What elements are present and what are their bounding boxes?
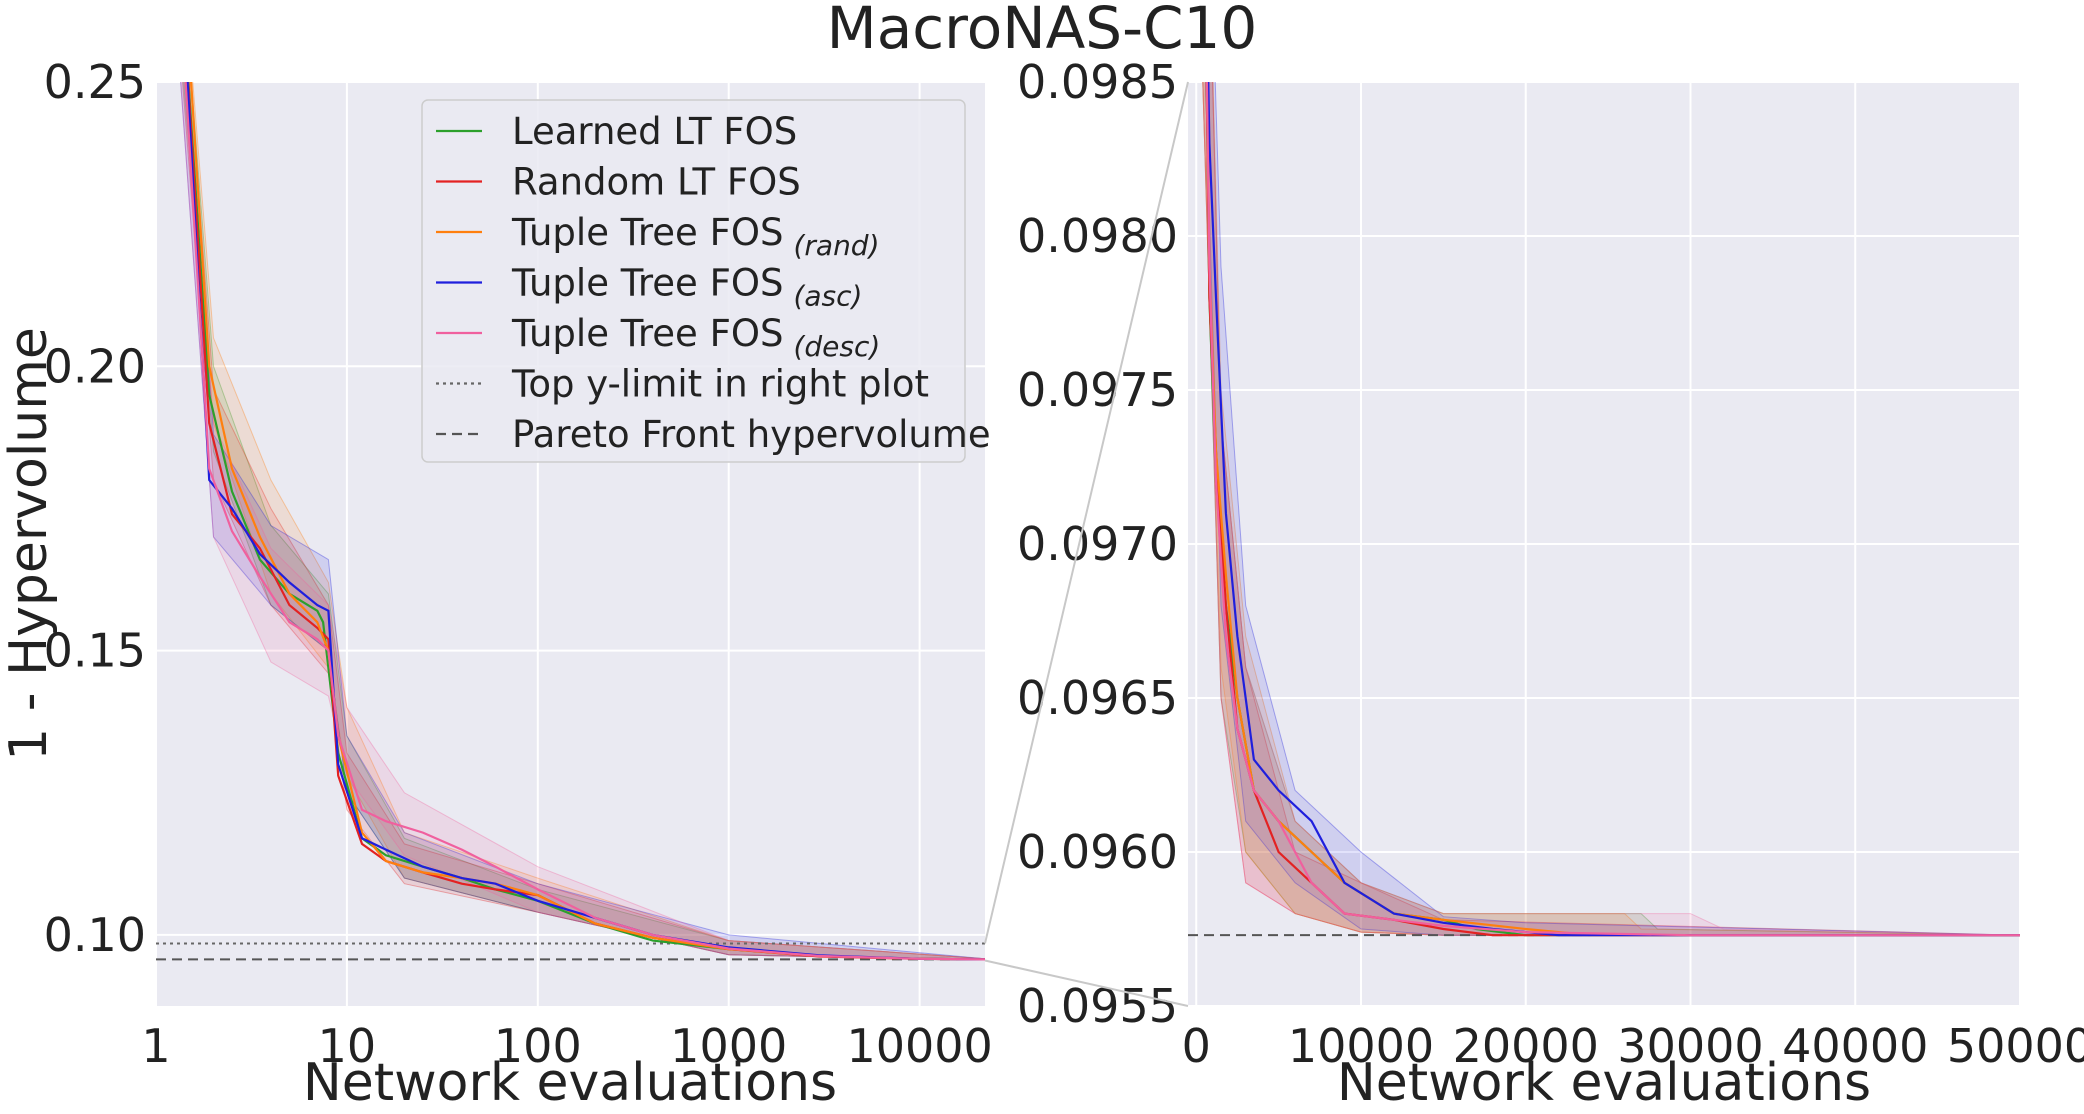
x-tick-label: 0 [1182,1019,1211,1073]
right-y-ticks: 0.0985 0.0980 0.0975 0.0970 0.0965 0.0960 0.09… [1017,55,1178,1033]
y-tick-label: 0.0960 [1017,825,1178,879]
series-line [184,82,985,961]
left-y-ticks: 0.25 0.20 0.15 0.10 [44,55,146,962]
x-tick-label: 10 [318,1019,377,1073]
y-tick-label: 0.0955 [1017,979,1178,1033]
right-x-ticks: 0 10000 20000 30000 40000 50000 [1182,1019,2084,1073]
left-reference-lines [156,942,985,961]
legend-label: Top y-limit in right plot [511,363,929,406]
zoom-connector [984,81,1189,1007]
x-tick-label: 50000 [1947,1019,2084,1073]
y-tick-label: 0.20 [44,339,146,393]
y-tick-label: 0.25 [44,55,146,109]
series-line [190,82,985,961]
legend-label-subscript: (rand) [793,229,879,262]
left-y-axis-label: 1 - Hypervolume [0,327,59,761]
legend-label: Pareto Front hypervolume [512,413,991,456]
x-tick-label: 10000 [846,1019,992,1073]
x-tick-label: 1000 [670,1019,787,1073]
legend-box [421,99,966,463]
y-tick-label: 0.0975 [1017,363,1178,417]
confidence-band [180,82,985,961]
zoom-line-bottom [984,959,1189,1007]
left-x-axis-label: Network evaluations [303,1053,837,1113]
series-line [1205,82,2020,937]
x-tick-label: 40000 [1782,1019,1928,1073]
legend-label-subscript: (asc) [793,280,862,313]
zoom-line-top [984,81,1189,944]
right-grid [1188,81,2021,1007]
right-plot: 0.0985 0.0980 0.0975 0.0970 0.0965 0.0960 0.09… [1017,55,2084,1113]
y-tick-label: 0.15 [44,624,146,678]
figure-title: MacroNAS-C10 [827,0,1258,62]
y-tick-label: 0.0980 [1017,209,1178,263]
right-x-axis-label: Network evaluations [1337,1053,1871,1113]
confidence-band [183,82,985,961]
legend-label: Random LT FOS [512,161,801,204]
right-series-lines [1205,82,2020,937]
x-tick-label: 100 [494,1019,582,1073]
legend-label-subscript: (desc) [793,330,880,363]
confidence-band [182,82,985,961]
left-series-lines [184,82,985,961]
y-tick-label: 0.0965 [1017,671,1178,725]
y-tick-label: 0.0985 [1017,55,1178,109]
y-tick-label: 0.10 [44,908,146,962]
x-tick-label: 10000 [1288,1019,1434,1073]
left-x-ticks: 1 10 100 1000 10000 [141,1019,992,1073]
confidence-band [180,82,985,961]
y-tick-label: 0.0970 [1017,517,1178,571]
x-tick-label: 1 [141,1019,170,1073]
x-tick-label: 20000 [1453,1019,1599,1073]
x-tick-label: 30000 [1617,1019,1763,1073]
legend-label: Learned LT FOS [512,110,797,153]
series-line [1205,82,2020,937]
